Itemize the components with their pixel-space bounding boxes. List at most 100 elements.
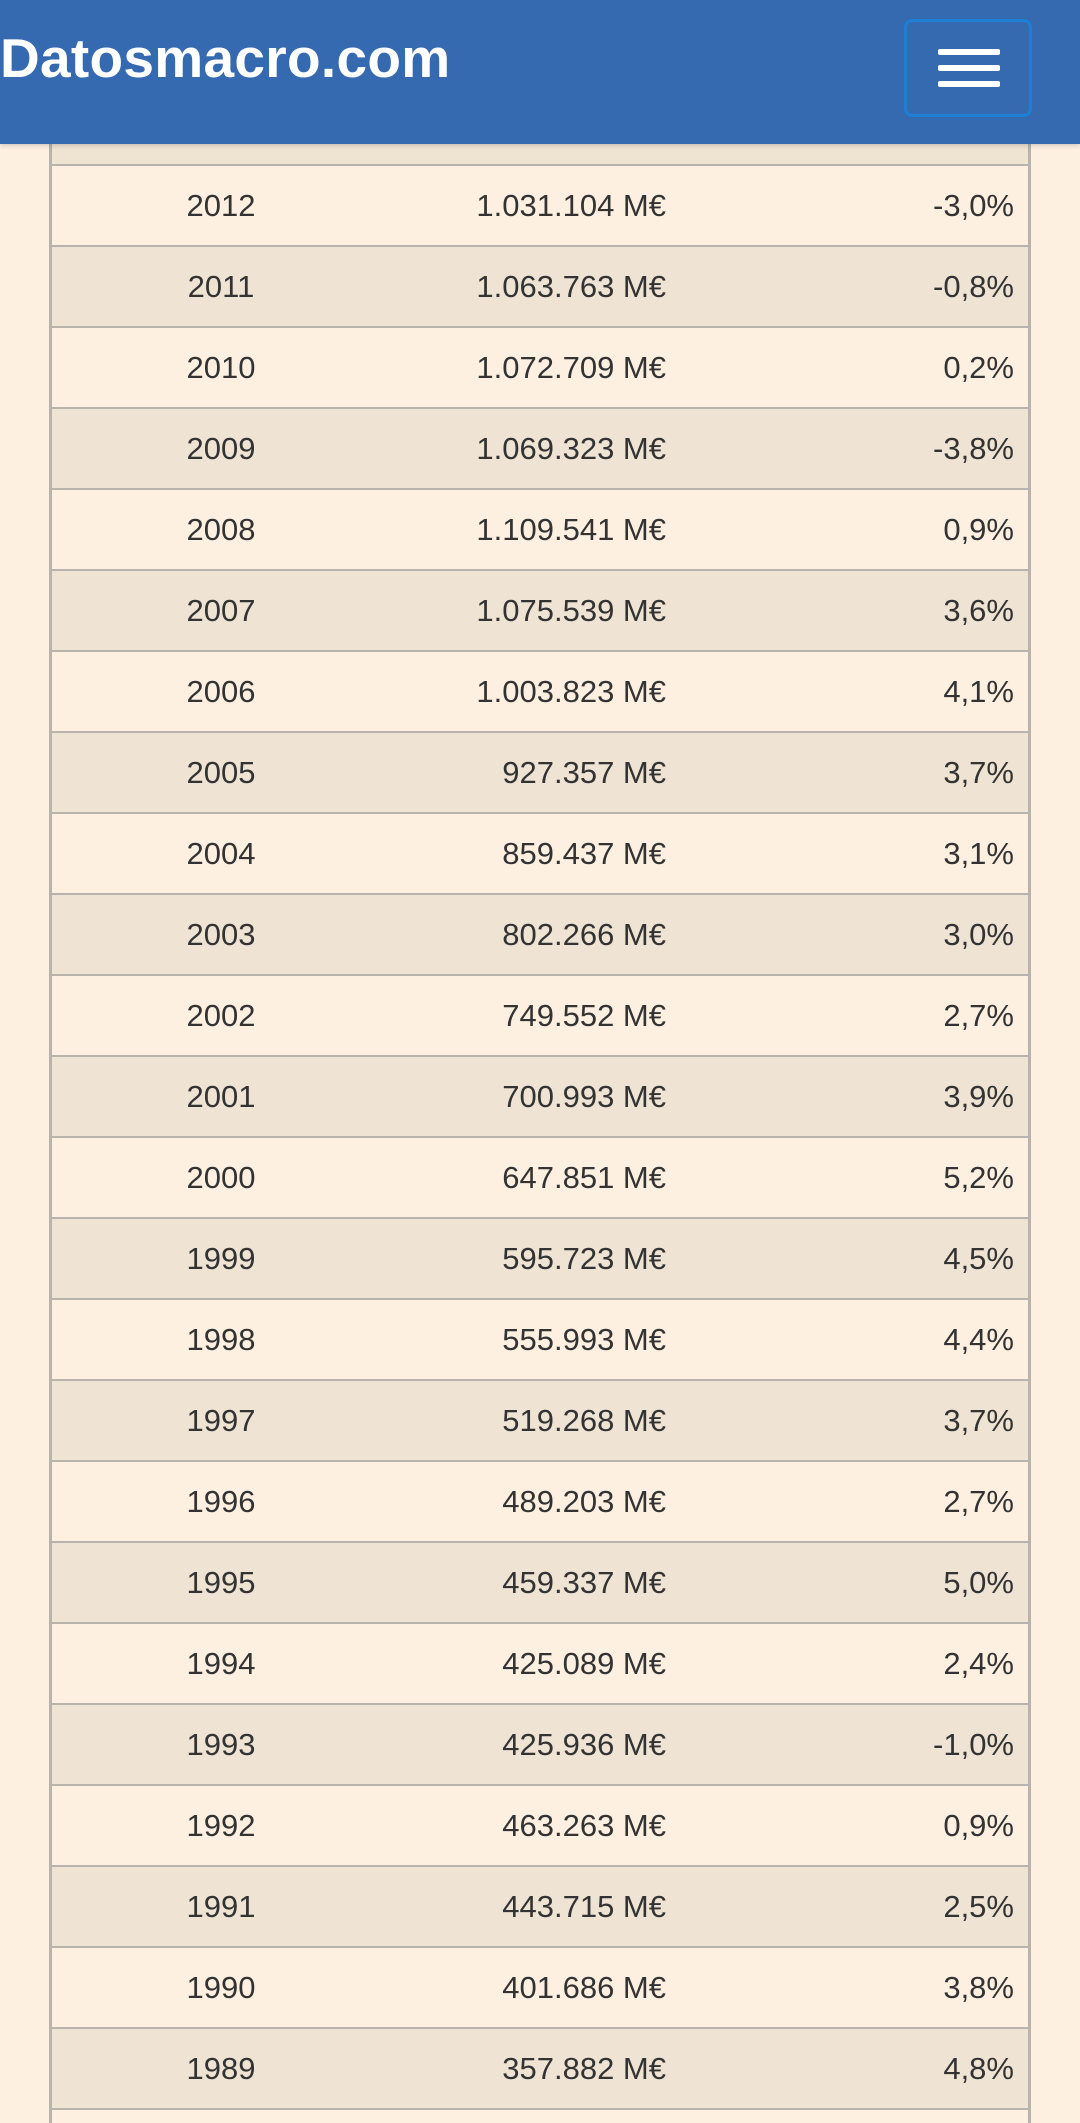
gdp-value-cell: 749.552 M€ [502,998,666,1033]
table-row: 2007 1.075.539 M€ 3,6% [52,571,1028,652]
growth-rate-cell: -3,8% [933,431,1014,466]
growth-rate-cell: 3,0% [943,917,1014,952]
growth-rate-cell: 3,6% [943,593,1014,628]
gdp-value-cell: 489.203 M€ [502,1484,666,1519]
growth-rate-cell: 2,7% [943,1484,1014,1519]
gdp-value-cell: 1.072.709 M€ [476,350,666,385]
table-row: 2010 1.072.709 M€ 0,2% [52,328,1028,409]
table-row: 1997 519.268 M€ 3,7% [52,1381,1028,1462]
year-cell: 2005 [186,755,256,790]
growth-rate-cell: 3,8% [943,1970,1014,2005]
year-cell: 2010 [186,350,256,385]
growth-rate-cell: 0,9% [943,512,1014,547]
growth-rate-cell: -1,0% [933,1727,1014,1762]
gdp-value-cell: 927.357 M€ [502,755,666,790]
gdp-value-cell: 425.936 M€ [502,1727,666,1762]
year-cell: 2009 [186,431,256,466]
growth-rate-cell: 3,1% [943,836,1014,871]
growth-rate-cell: 3,7% [943,755,1014,790]
growth-rate-cell: -3,0% [933,188,1014,223]
gdp-value-cell: 555.993 M€ [502,1322,666,1357]
growth-rate-cell: 4,5% [943,1241,1014,1276]
table-row: 1994 425.089 M€ 2,4% [52,1624,1028,1705]
year-cell: 2006 [186,674,256,709]
year-cell: 2004 [186,836,256,871]
table-row: 1998 555.993 M€ 4,4% [52,1300,1028,1381]
year-cell: 2002 [186,998,256,1033]
table-row: 1990 401.686 M€ 3,8% [52,1948,1028,2029]
table-row: 1996 489.203 M€ 2,7% [52,1462,1028,1543]
gdp-value-cell: 463.263 M€ [502,1808,666,1843]
growth-rate-cell: 0,9% [943,1808,1014,1843]
year-cell: 2012 [186,188,256,223]
gdp-value-cell: 1.109.541 M€ [476,512,666,547]
growth-rate-cell: -0,8% [933,269,1014,304]
table-row: 2002 749.552 M€ 2,7% [52,976,1028,1057]
growth-rate-cell: 3,9% [943,1079,1014,1114]
year-cell: 1990 [186,1970,256,2005]
table-row: 2011 1.063.763 M€ -0,8% [52,247,1028,328]
gdp-value-cell: 519.268 M€ [502,1403,666,1438]
year-cell: 2001 [186,1079,256,1114]
table-row: 2006 1.003.823 M€ 4,1% [52,652,1028,733]
gdp-value-cell: 1.031.104 M€ [476,188,666,223]
table-row: 1992 463.263 M€ 0,9% [52,1786,1028,1867]
year-cell: 2007 [186,593,256,628]
growth-rate-cell: 2,5% [943,1889,1014,1924]
year-cell: 1989 [186,2051,256,2086]
gdp-value-cell: 1.075.539 M€ [476,593,666,628]
gdp-value-cell: 647.851 M€ [502,1160,666,1195]
year-cell: 1991 [186,1889,256,1924]
year-cell: 2000 [186,1160,256,1195]
year-cell: 2008 [186,512,256,547]
gdp-value-cell: 595.723 M€ [502,1241,666,1276]
hamburger-menu-icon [938,49,1000,55]
hamburger-menu-icon-line [938,81,1000,87]
hamburger-menu-icon-line [938,65,1000,71]
table-row: 2001 700.993 M€ 3,9% [52,1057,1028,1138]
growth-rate-cell: 3,7% [943,1403,1014,1438]
year-cell: 1995 [186,1565,256,1600]
gdp-value-cell: 1.003.823 M€ [476,674,666,709]
table-row: 1995 459.337 M€ 5,0% [52,1543,1028,1624]
year-cell: 1996 [186,1484,256,1519]
growth-rate-cell: 4,4% [943,1322,1014,1357]
year-cell: 1992 [186,1808,256,1843]
table-row: 2003 802.266 M€ 3,0% [52,895,1028,976]
year-cell: 1998 [186,1322,256,1357]
table-row: 1989 357.882 M€ 4,8% [52,2029,1028,2110]
table-row-partial [52,144,1028,166]
gdp-value-cell: 1.069.323 M€ [476,431,666,466]
year-cell: 1994 [186,1646,256,1681]
table-row: 1999 595.723 M€ 4,5% [52,1219,1028,1300]
table-row: 1993 425.936 M€ -1,0% [52,1705,1028,1786]
growth-rate-cell: 0,2% [943,350,1014,385]
gdp-value-cell: 425.089 M€ [502,1646,666,1681]
growth-rate-cell: 5,0% [943,1565,1014,1600]
year-cell: 2011 [187,269,255,304]
year-cell: 2003 [186,917,256,952]
menu-button[interactable] [904,19,1032,117]
gdp-value-cell: 401.686 M€ [502,1970,666,2005]
growth-rate-cell: 2,7% [943,998,1014,1033]
table-row: 1991 443.715 M€ 2,5% [52,1867,1028,1948]
table-row: 2009 1.069.323 M€ -3,8% [52,409,1028,490]
gdp-value-cell: 700.993 M€ [502,1079,666,1114]
growth-rate-cell: 5,2% [943,1160,1014,1195]
year-cell: 1997 [186,1403,256,1438]
gdp-history-table: 2012 1.031.104 M€ -3,0% 2011 1.063.763 M€ -0,… [49,144,1031,2123]
gdp-value-cell: 859.437 M€ [502,836,666,871]
gdp-value-cell: 459.337 M€ [502,1565,666,1600]
year-cell: 1993 [186,1727,256,1762]
growth-rate-cell: 2,4% [943,1646,1014,1681]
gdp-value-cell: 443.715 M€ [502,1889,666,1924]
table-row: 2005 927.357 M€ 3,7% [52,733,1028,814]
site-logo-title[interactable]: Datosmacro.com [0,27,451,89]
gdp-value-cell: 802.266 M€ [502,917,666,952]
table-row: 2008 1.109.541 M€ 0,9% [52,490,1028,571]
table-row: 2004 859.437 M€ 3,1% [52,814,1028,895]
table-row: 2012 1.031.104 M€ -3,0% [52,166,1028,247]
gdp-value-cell: 1.063.763 M€ [476,269,666,304]
table-body: 2012 1.031.104 M€ -3,0% 2011 1.063.763 M€ -0,… [52,166,1028,2110]
growth-rate-cell: 4,1% [943,674,1014,709]
